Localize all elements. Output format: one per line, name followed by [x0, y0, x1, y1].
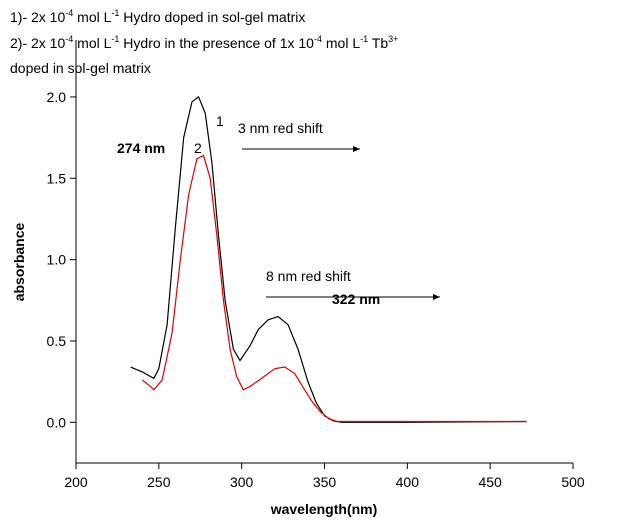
legend-text: 1)- 2x 10 — [10, 9, 65, 25]
annotation: 3 nm red shift — [238, 120, 323, 136]
x-tick-label: 300 — [230, 474, 254, 490]
superscript: -4 — [65, 8, 73, 18]
annotation: 322 nm — [332, 291, 380, 307]
superscript: -1 — [360, 34, 368, 44]
series-line — [130, 95, 527, 423]
x-tick-label: 250 — [147, 474, 171, 490]
x-tick-label: 400 — [396, 474, 420, 490]
superscript: -4 — [314, 34, 322, 44]
legend-text: Hydro in the presence of 1x 10 — [119, 35, 314, 51]
series-line — [141, 154, 527, 423]
legend-text: mol L — [322, 35, 360, 51]
legend-text: mol L — [73, 9, 111, 25]
legend-text: 2)- 2x 10 — [10, 35, 65, 51]
legend-text: doped in sol-gel matrix — [10, 60, 151, 76]
y-tick-label: 1.0 — [47, 252, 67, 268]
superscript: 3+ — [388, 34, 398, 44]
legend-text: Tb — [368, 35, 388, 51]
legend-line: 1)- 2x 10-4 mol L-1 Hydro doped in sol-g… — [10, 8, 305, 25]
series-label: 2 — [194, 140, 202, 156]
annotation: 274 nm — [117, 140, 165, 156]
superscript: -1 — [111, 8, 119, 18]
superscript: -4 — [65, 34, 73, 44]
y-axis-label: absorbance — [11, 222, 27, 301]
series-label: 1 — [216, 113, 224, 129]
legend-line: doped in sol-gel matrix — [10, 60, 151, 76]
y-tick-label: 1.5 — [47, 170, 67, 186]
y-tick-label: 0.5 — [47, 333, 67, 349]
x-tick-label: 450 — [478, 474, 502, 490]
y-tick-label: 2.0 — [47, 89, 67, 105]
x-axis-label: wavelength(nm) — [270, 501, 378, 517]
y-tick-label: 0.0 — [47, 414, 67, 430]
x-tick-label: 350 — [313, 474, 337, 490]
legend-text: mol L — [73, 35, 111, 51]
superscript: -1 — [111, 34, 119, 44]
annotation: 8 nm red shift — [266, 268, 351, 284]
legend-line: 2)- 2x 10-4 mol L-1 Hydro in the presenc… — [10, 34, 398, 51]
x-tick-label: 500 — [561, 474, 585, 490]
x-tick-label: 200 — [64, 474, 88, 490]
arrow-head — [433, 294, 440, 300]
arrow-head — [353, 146, 360, 152]
legend-text: Hydro doped in sol-gel matrix — [119, 9, 305, 25]
